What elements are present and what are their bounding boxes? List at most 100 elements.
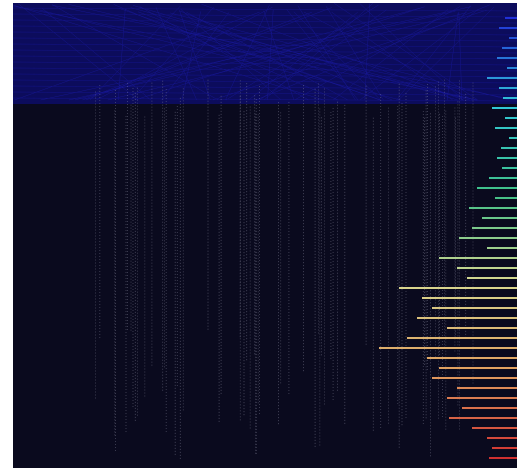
- histogram-bar: [472, 427, 517, 429]
- dot-columns: [95, 79, 474, 459]
- dot-column: [144, 116, 146, 397]
- histogram-bar: [497, 157, 517, 159]
- mesh-line: [18, 3, 139, 101]
- dot-column: [444, 79, 445, 348]
- histogram-bar: [495, 197, 517, 199]
- dot-column: [278, 102, 279, 425]
- dot-column: [372, 117, 374, 431]
- histogram-bar: [487, 437, 517, 439]
- mesh-line: [12, 31, 517, 36]
- histogram-bar: [489, 177, 517, 179]
- dot-column: [332, 108, 334, 400]
- mesh-line: [359, 9, 479, 101]
- histogram-bar: [399, 287, 517, 289]
- dot-column: [401, 103, 403, 426]
- dot-column: [249, 106, 251, 429]
- mesh-line: [12, 85, 517, 90]
- mesh-line: [12, 13, 517, 18]
- dot-column: [165, 89, 167, 432]
- dot-column: [405, 93, 407, 418]
- mesh-line: [12, 5, 478, 101]
- dot-column: [427, 84, 428, 370]
- dot-column: [162, 80, 164, 391]
- dot-column: [398, 83, 400, 448]
- mesh-line: [12, 25, 517, 30]
- mesh-line: [12, 37, 517, 42]
- dot-column: [324, 88, 325, 405]
- histogram-bar: [477, 187, 517, 189]
- dot-column: [132, 88, 134, 407]
- dot-column: [430, 113, 431, 457]
- mesh-line: [263, 10, 295, 101]
- mesh-line: [255, 4, 490, 101]
- mesh-line: [267, 9, 274, 101]
- mesh-line: [107, 12, 467, 101]
- mesh-line: [12, 19, 517, 24]
- mesh-line: [42, 8, 152, 101]
- histogram-bar: [507, 67, 517, 69]
- histogram-bar: [472, 227, 517, 229]
- dot-column: [127, 83, 128, 330]
- histogram-bar: [501, 147, 517, 149]
- histogram-bar: [487, 77, 517, 79]
- mesh-line: [138, 11, 380, 101]
- histogram-bar: [509, 137, 517, 139]
- dot-column: [280, 112, 282, 384]
- mesh-line: [248, 12, 358, 101]
- mesh-line: [12, 79, 517, 84]
- histogram-bar: [427, 357, 517, 359]
- dot-column: [288, 102, 290, 394]
- dot-column: [179, 97, 181, 459]
- histogram-bar: [492, 447, 517, 449]
- dot-column: [174, 111, 176, 455]
- histogram-bar: [497, 57, 517, 59]
- dot-column: [321, 117, 322, 356]
- dot-column: [239, 80, 241, 421]
- dot-column: [246, 83, 248, 361]
- dot-column: [442, 116, 443, 417]
- dot-column: [125, 116, 127, 432]
- mesh-line: [364, 3, 371, 101]
- mesh-line: [12, 43, 517, 48]
- histogram-bar: [499, 27, 517, 29]
- mesh-line: [212, 9, 487, 101]
- mesh-line: [96, 6, 273, 101]
- histogram-bar: [447, 397, 517, 399]
- mesh-line: [359, 3, 464, 101]
- mesh-line: [333, 3, 478, 101]
- mesh-line: [179, 10, 211, 101]
- dot-column: [137, 87, 138, 416]
- dot-column: [115, 90, 116, 451]
- histogram-bar: [459, 237, 517, 239]
- dot-column: [254, 95, 256, 355]
- mesh-line: [68, 10, 456, 101]
- dot-column: [207, 79, 209, 330]
- dot-column: [243, 111, 245, 416]
- dot-column: [319, 108, 321, 446]
- dot-column: [314, 88, 316, 447]
- mesh-line: [12, 91, 517, 96]
- mesh-line: [13, 5, 324, 101]
- dot-column: [445, 110, 447, 430]
- dot-column: [380, 94, 382, 428]
- mesh-line: [12, 49, 517, 54]
- histogram-bar: [447, 327, 517, 329]
- dot-column: [330, 112, 332, 359]
- histogram-bar: [509, 37, 517, 39]
- dot-column: [257, 114, 259, 404]
- histogram-bar: [462, 407, 517, 409]
- histogram-bar: [499, 87, 517, 89]
- mesh-line: [12, 67, 517, 72]
- mesh-line: [139, 6, 309, 101]
- dot-column: [455, 117, 456, 338]
- dot-column: [99, 85, 101, 338]
- dot-column: [397, 106, 399, 404]
- mesh-line: [331, 11, 453, 101]
- dot-column: [422, 111, 424, 424]
- histogram-bar: [502, 167, 517, 169]
- dot-column: [218, 114, 220, 422]
- histogram-bar: [492, 107, 517, 109]
- mesh-line: [119, 8, 381, 101]
- histogram-bar: [505, 117, 517, 119]
- histogram-bar: [432, 307, 517, 309]
